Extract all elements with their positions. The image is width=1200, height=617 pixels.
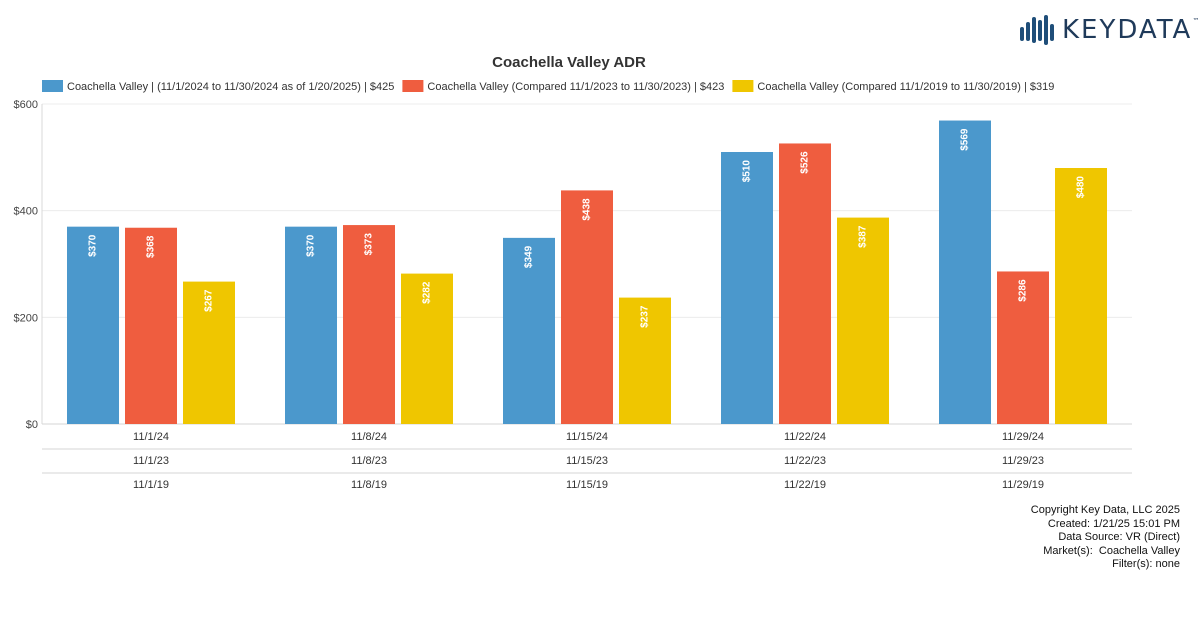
bar-value-label: $438 <box>582 198 593 221</box>
x-tick-label: 11/1/23 <box>133 455 169 467</box>
bar <box>779 143 831 424</box>
x-tick-label: 11/15/23 <box>566 455 608 467</box>
chart-title: Coachella Valley ADR <box>492 54 646 71</box>
legend-swatch <box>402 80 424 92</box>
bar <box>401 273 453 424</box>
x-tick-label: 11/29/24 <box>1002 431 1044 443</box>
bar <box>997 271 1049 424</box>
bar <box>1055 168 1107 424</box>
bar-value-label: $368 <box>146 235 157 258</box>
y-tick-label: $200 <box>14 312 38 324</box>
bar <box>125 227 177 424</box>
x-tick-label: 11/22/24 <box>784 431 826 443</box>
bar-value-label: $387 <box>858 225 869 248</box>
bar-chart-logo-icon <box>1020 15 1054 45</box>
x-tick-label: 11/15/24 <box>566 431 608 443</box>
bar <box>67 226 119 424</box>
bar-value-label: $480 <box>1076 176 1087 199</box>
y-tick-label: $600 <box>14 99 38 111</box>
bar-value-label: $370 <box>88 234 99 257</box>
bar <box>183 281 235 424</box>
x-tick-label: 11/29/23 <box>1002 455 1044 467</box>
x-tick-label: 11/1/24 <box>133 431 169 443</box>
x-tick-label: 11/8/19 <box>351 479 387 491</box>
bar <box>285 226 337 424</box>
x-tick-label: 11/22/23 <box>784 455 826 467</box>
legend-swatch <box>42 80 63 92</box>
y-tick-label: $400 <box>14 206 38 218</box>
bar-value-label: $267 <box>204 289 215 312</box>
bar-value-label: $510 <box>742 160 753 183</box>
footer-source: Data Source: VR (Direct) <box>1058 531 1180 544</box>
footer-markets: Market(s): Coachella Valley <box>1043 544 1180 557</box>
bar <box>939 120 991 425</box>
bar <box>721 152 773 424</box>
x-tick-label: 11/8/24 <box>351 431 387 443</box>
x-tick-label: 11/29/19 <box>1002 479 1044 491</box>
legend-label: Coachella Valley | (11/1/2024 to 11/30/2… <box>67 81 394 93</box>
footer-created: Created: 1/21/25 15:01 PM <box>1047 517 1180 530</box>
adr-bar-chart: Coachella Valley ADR Coachella Valley | (… <box>14 54 1132 491</box>
bar-value-label: $349 <box>524 245 535 268</box>
bar-value-label: $286 <box>1018 279 1029 302</box>
chart-footer: Copyright Key Data, LLC 2025 Created: 1/… <box>1031 504 1180 572</box>
footer-filters: Filter(s): none <box>1112 558 1180 571</box>
bar <box>837 217 889 424</box>
bar <box>561 190 613 424</box>
logo-text: KEYDATA™ <box>1062 15 1200 45</box>
legend-label: Coachella Valley (Compared 11/1/2019 to … <box>757 81 1054 93</box>
x-tick-label: 11/8/23 <box>351 455 387 467</box>
footer-copyright: Copyright Key Data, LLC 2025 <box>1030 504 1180 516</box>
bar-value-label: $237 <box>640 305 651 328</box>
bar-value-label: $526 <box>800 151 811 174</box>
legend-swatch <box>732 80 754 92</box>
legend-label: Coachella Valley (Compared 11/1/2023 to … <box>427 81 724 93</box>
bar-value-label: $373 <box>364 233 375 256</box>
bar <box>343 225 395 424</box>
keydata-logo: KEYDATA™ <box>1020 12 1199 48</box>
bar <box>619 297 671 424</box>
bar-value-label: $370 <box>306 234 317 257</box>
bar-value-label: $569 <box>960 128 971 151</box>
y-tick-label: $0 <box>26 419 38 431</box>
x-tick-label: 11/1/19 <box>133 479 169 491</box>
bar <box>503 237 555 424</box>
x-tick-label: 11/22/19 <box>784 479 826 491</box>
bar-value-label: $282 <box>422 281 433 304</box>
x-tick-label: 11/15/19 <box>566 479 608 491</box>
